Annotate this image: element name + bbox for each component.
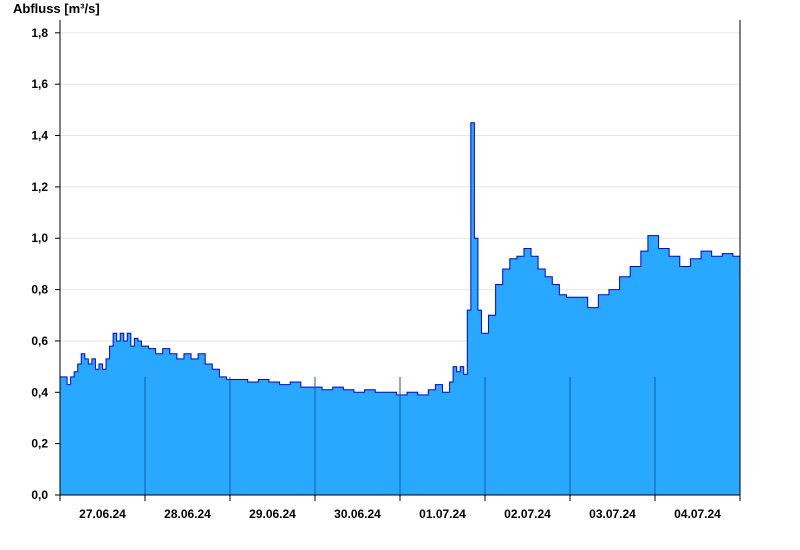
y-tick-label: 1,0 xyxy=(31,231,48,245)
x-ticks: 27.06.24 28.06.24 29.06.24 30.06.24 01.07.24… xyxy=(59,495,741,521)
x-tick-label: 28.06.24 xyxy=(164,507,211,521)
y-tick-label: 0,8 xyxy=(31,283,48,297)
x-tick-label: 27.06.24 xyxy=(79,507,126,521)
y-tick-label: 1,4 xyxy=(31,129,48,143)
x-tick-label: 01.07.24 xyxy=(419,507,466,521)
y-tick-label: 1,6 xyxy=(31,77,48,91)
y-tick-label: 1,8 xyxy=(31,26,48,40)
y-tick-label: 0,6 xyxy=(31,334,48,348)
day-separators xyxy=(144,376,656,495)
x-tick-label: 02.07.24 xyxy=(504,507,551,521)
y-tick-label: 0,2 xyxy=(31,437,48,451)
x-tick-label: 29.06.24 xyxy=(249,507,296,521)
y-tick-label: 0,0 xyxy=(31,488,48,502)
x-tick-label: 03.07.24 xyxy=(589,507,636,521)
y-tick-label: 1,2 xyxy=(31,180,48,194)
x-tick-label: 30.06.24 xyxy=(334,507,381,521)
y-tick-label: 0,4 xyxy=(31,385,48,399)
x-tick-label: 04.07.24 xyxy=(674,507,721,521)
y-axis-title: Abfluss [m³/s] xyxy=(13,1,100,16)
y-ticks: 0,0 0,2 0,4 0,6 0,8 1,0 1,2 1,4 1,6 1,8 xyxy=(31,26,60,502)
series-line xyxy=(60,122,741,396)
